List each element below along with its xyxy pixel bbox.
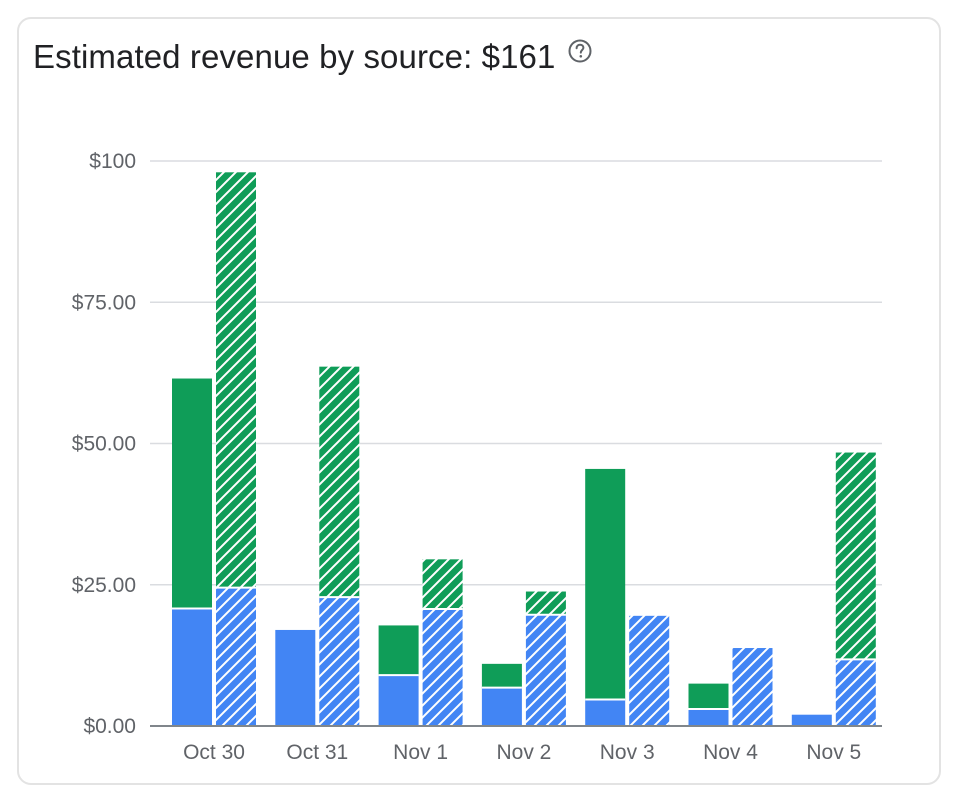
axes: $0.00 $25.00 $50.00 $75.00 $100 Oct 30 Oct 31 N… — [72, 150, 882, 764]
y-tick-label: $50.00 — [72, 433, 136, 456]
bar-green-hatched[interactable] — [216, 172, 256, 588]
bar-blue-hatched[interactable] — [216, 587, 256, 726]
bars — [172, 172, 876, 726]
y-tick-label: $25.00 — [72, 574, 136, 597]
x-tick-label: Nov 2 — [496, 741, 551, 764]
help-circle-icon[interactable] — [567, 38, 593, 64]
bar-blue-solid[interactable] — [688, 709, 729, 726]
bar-blue-hatched[interactable] — [732, 648, 773, 726]
bar-blue-solid[interactable] — [275, 629, 316, 726]
card-header: Estimated revenue by source: $161 — [33, 38, 593, 76]
bar-blue-solid[interactable] — [481, 687, 522, 726]
bar-green-hatched[interactable] — [422, 559, 463, 610]
bar-green-hatched[interactable] — [835, 452, 876, 660]
bar-blue-solid[interactable] — [791, 714, 832, 726]
gridlines — [150, 160, 882, 586]
bar-green-solid[interactable] — [481, 663, 522, 688]
revenue-card — [17, 17, 941, 785]
x-tick-label: Nov 4 — [703, 741, 758, 764]
bar-blue-hatched[interactable] — [525, 614, 566, 726]
bar-blue-hatched[interactable] — [319, 597, 360, 726]
x-tick-label: Nov 1 — [393, 741, 448, 764]
x-tick-label: Oct 31 — [286, 741, 348, 764]
bar-green-solid[interactable] — [585, 468, 626, 700]
y-tick-label: $100 — [89, 150, 136, 173]
bar-blue-hatched[interactable] — [629, 615, 670, 726]
bar-blue-solid[interactable] — [172, 608, 212, 726]
bar-green-solid[interactable] — [688, 683, 729, 710]
bar-blue-solid[interactable] — [378, 675, 419, 726]
bar-blue-hatched[interactable] — [422, 609, 463, 726]
bar-blue-hatched[interactable] — [835, 659, 876, 726]
bar-green-hatched[interactable] — [525, 591, 566, 615]
bar-green-solid[interactable] — [172, 378, 212, 609]
bar-blue-solid[interactable] — [585, 699, 626, 726]
x-tick-label: Nov 3 — [600, 741, 655, 764]
bar-green-solid[interactable] — [378, 625, 419, 676]
y-tick-label: $75.00 — [72, 291, 136, 314]
x-tick-label: Oct 30 — [183, 741, 245, 764]
bar-green-hatched[interactable] — [319, 366, 360, 598]
x-tick-label: Nov 5 — [806, 741, 861, 764]
y-tick-label: $0.00 — [83, 715, 136, 738]
card-title: Estimated revenue by source: $161 — [33, 38, 556, 75]
